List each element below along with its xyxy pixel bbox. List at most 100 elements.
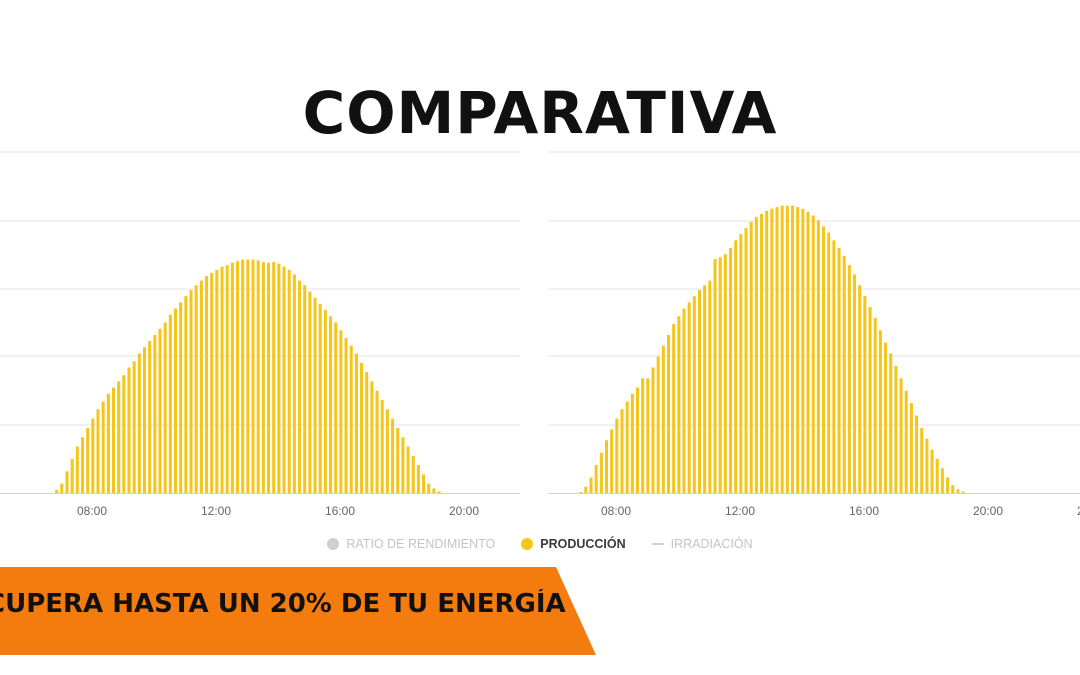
bar: [75, 446, 79, 493]
bar: [599, 452, 603, 493]
bar: [81, 437, 84, 493]
bar: [646, 378, 650, 493]
bar: [661, 345, 665, 493]
bar: [796, 207, 800, 493]
bar: [91, 418, 95, 493]
bar: [220, 266, 224, 493]
bar: [323, 310, 327, 493]
bar: [961, 491, 965, 493]
bar: [246, 259, 250, 493]
bar: [687, 302, 691, 493]
bar: [832, 240, 836, 493]
bar: [189, 289, 193, 493]
bar: [70, 458, 74, 493]
bar: [251, 259, 255, 493]
bar: [837, 248, 841, 493]
bar: [210, 272, 214, 493]
bar: [899, 378, 903, 493]
legend-item-ratio[interactable]: RATIO DE RENDIMIENTO: [327, 537, 495, 551]
bar: [940, 468, 944, 493]
bar: [158, 328, 162, 493]
bar: [143, 347, 147, 493]
legend-line-icon: [651, 543, 664, 545]
bar: [610, 429, 614, 493]
bar: [729, 248, 733, 493]
bar: [636, 387, 639, 493]
bar: [329, 316, 333, 493]
bar: [292, 274, 296, 493]
bar: [713, 258, 717, 493]
x-tick-label: 12:00: [201, 504, 231, 518]
x-tick-label: 20:00: [973, 504, 1003, 518]
bar: [946, 477, 950, 493]
x-tick-label: 12:00: [725, 504, 755, 518]
bar: [718, 257, 722, 493]
bar: [682, 308, 686, 493]
x-tick-label-partial: 2: [1077, 504, 1080, 518]
bar: [370, 381, 374, 493]
bar: [853, 274, 857, 493]
bar: [96, 409, 100, 493]
bar: [153, 334, 157, 493]
bar: [401, 437, 405, 493]
bar: [594, 465, 598, 493]
bar: [641, 378, 645, 493]
bar: [956, 489, 960, 493]
bar: [744, 227, 748, 493]
bar: [375, 390, 379, 493]
bar: [396, 427, 400, 493]
bar: [277, 263, 281, 493]
bar: [385, 409, 389, 493]
bar: [267, 262, 271, 493]
bar: [354, 353, 358, 493]
bar: [873, 317, 877, 493]
bar: [579, 492, 583, 493]
bar: [692, 296, 696, 493]
bar: [112, 387, 115, 493]
bar: [148, 341, 152, 493]
bar: [406, 446, 410, 493]
bar: [723, 254, 727, 493]
bar: [703, 285, 707, 493]
production-comparison-chart: 08:00 12:00 16:00 20:00 08:00 12:00 16:00 20:00…: [0, 151, 1080, 518]
bar: [605, 440, 608, 493]
bar: [86, 427, 90, 493]
bar: [878, 330, 882, 493]
bar: [615, 418, 619, 493]
bar: [749, 221, 753, 493]
legend-label-ratio: RATIO DE RENDIMIENTO: [346, 537, 496, 551]
bar: [620, 409, 624, 493]
bar: [889, 353, 893, 493]
legend-item-irradiacion[interactable]: IRRADIACIÓN: [651, 537, 753, 551]
bar: [313, 297, 317, 493]
bar: [651, 367, 655, 493]
bar: [117, 381, 121, 493]
x-tick-label: 20:00: [449, 504, 479, 518]
bar: [261, 262, 265, 493]
bar: [308, 291, 312, 493]
bar: [225, 265, 229, 493]
bar: [915, 415, 919, 493]
bar: [236, 261, 240, 493]
bar: [422, 474, 426, 493]
bar: [230, 262, 234, 493]
legend-item-produccion[interactable]: PRODUCCIÓN: [521, 537, 626, 551]
bar: [672, 324, 676, 493]
bar: [868, 307, 872, 493]
x-tick-label: 08:00: [77, 504, 107, 518]
bar: [791, 205, 795, 493]
bar: [884, 342, 888, 493]
bar: [282, 266, 286, 493]
bar: [174, 308, 178, 493]
bar: [303, 285, 307, 493]
bar: [65, 471, 69, 493]
bar: [339, 330, 343, 493]
bar: [427, 483, 431, 493]
x-tick-label: 08:00: [601, 504, 631, 518]
bar: [179, 302, 183, 493]
bar: [760, 214, 764, 493]
promo-banner: CUPERA HASTA UN 20% DE TU ENERGÍA: [0, 567, 596, 655]
bar: [287, 269, 291, 493]
bar: [708, 280, 712, 493]
bar: [432, 488, 436, 493]
